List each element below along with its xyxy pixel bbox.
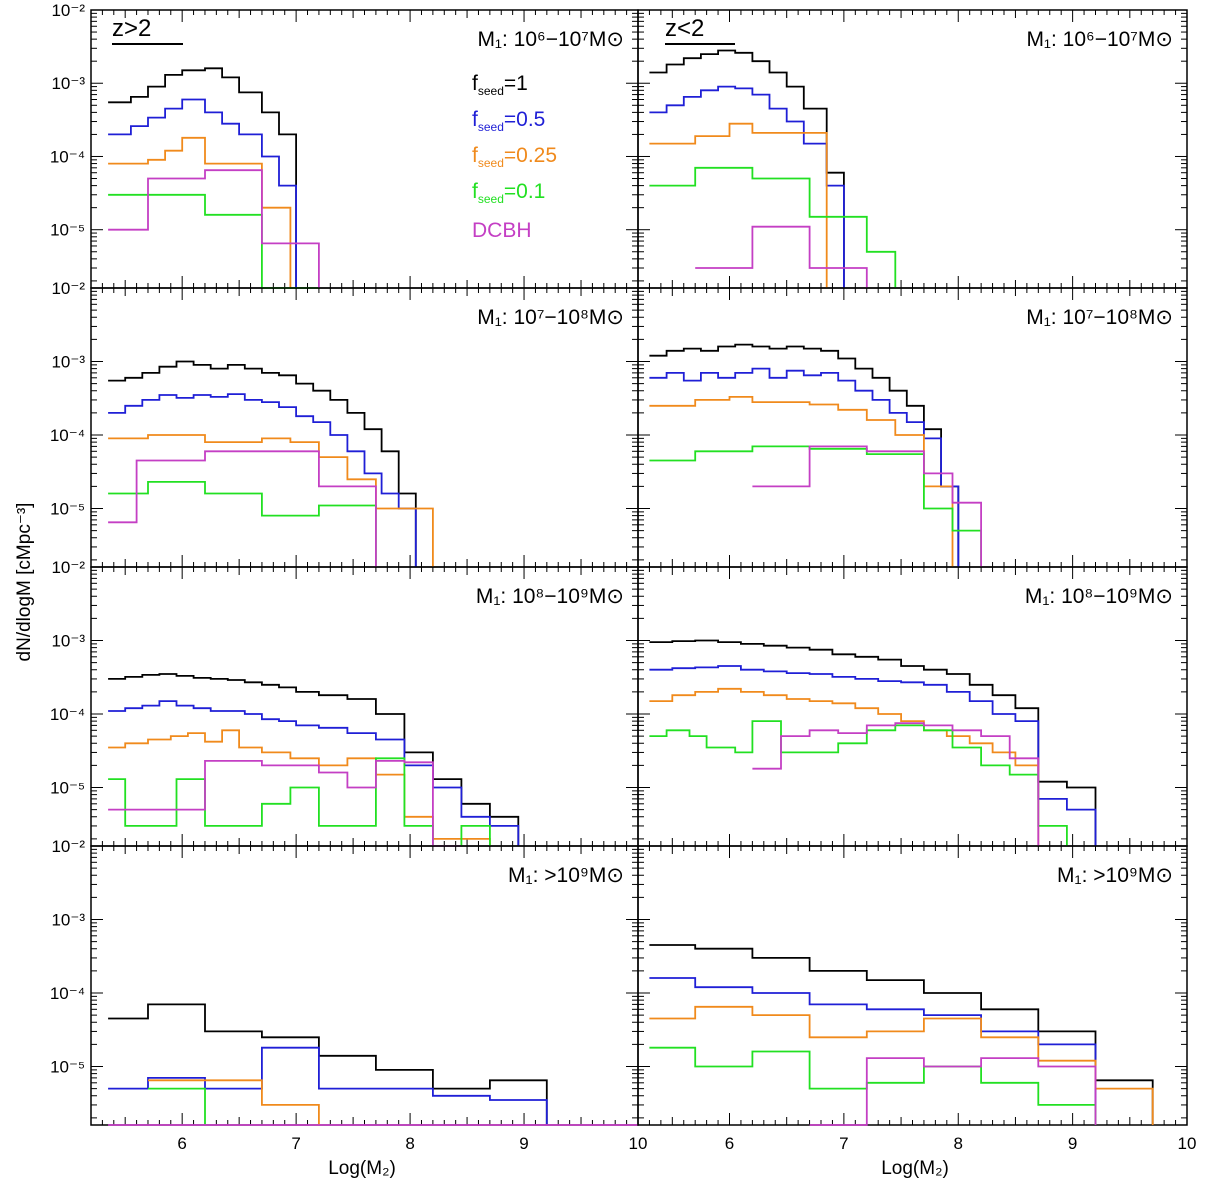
x-tick-label: 8 — [405, 1134, 414, 1153]
series-fseed-1 — [108, 360, 417, 567]
series-fseed-0-1 — [649, 445, 982, 567]
panel-4: M₁: 10⁷−10⁸M⊙ — [637, 287, 1188, 568]
panel-5: 10⁻² 10⁻³ 10⁻⁴ 10⁻⁵ M₁: 10⁸−10⁹M⊙ — [50, 558, 639, 847]
x-tick-label: 9 — [1068, 1134, 1077, 1153]
y-tick-label: 10⁻⁴ — [50, 426, 85, 445]
y-tick-label: 10⁻⁵ — [50, 500, 85, 519]
series-fseed-1 — [649, 944, 1154, 1125]
series-fseed-0-5 — [108, 98, 297, 288]
series-fseed-0-1 — [108, 193, 319, 289]
panel-title: M₁: >10⁹M⊙ — [1057, 864, 1173, 887]
legend-fseed-0.1: fseed=0.1 — [472, 180, 545, 206]
series-fseed-1 — [649, 49, 845, 288]
series-fseed-1 — [649, 639, 1097, 846]
legend-fseed-0.5: fseed=0.5 — [472, 108, 545, 134]
series-dcbh — [752, 722, 1040, 846]
series-fseed-1 — [108, 1003, 548, 1125]
y-tick-label: 10⁻² — [51, 279, 85, 298]
y-tick-label: 10⁻⁵ — [50, 1058, 85, 1077]
left-column-label: z>2 — [112, 15, 151, 42]
panel-3: 10⁻² 10⁻³ 10⁻⁴ 10⁻⁵ M₁: 10⁷−10⁸M⊙ — [50, 279, 639, 568]
series-fseed-1 — [649, 343, 960, 567]
series-dcbh — [108, 169, 320, 288]
series-fseed-0-5 — [649, 977, 1097, 1125]
panel-6: M₁: 10⁸−10⁹M⊙ — [637, 566, 1188, 847]
series-fseed-0-25 — [649, 396, 954, 567]
panel-frame — [637, 566, 1188, 847]
legend-fseed-0.25: fseed=0.25 — [472, 144, 557, 170]
y-tick-label: 10⁻⁵ — [50, 221, 85, 240]
panel-title: M₁: 10⁷−10⁸M⊙ — [477, 306, 624, 329]
legend-dcbh: DCBH — [472, 219, 532, 242]
series-dcbh — [752, 445, 982, 567]
series-dcbh — [108, 450, 377, 567]
series-fseed-0-1 — [108, 481, 377, 567]
panel-title: M₁: 10⁶−10⁷M⊙ — [1026, 28, 1173, 51]
series-fseed-0-1 — [148, 1087, 206, 1125]
y-tick-label: 10⁻³ — [51, 74, 85, 93]
series-fseed-0-25 — [649, 687, 1040, 846]
y-tick-label: 10⁻² — [51, 1, 85, 20]
right-column-label: z<2 — [665, 15, 704, 42]
x-tick-label: 10 — [1178, 1134, 1197, 1153]
panel-title: M₁: 10⁸−10⁹M⊙ — [1025, 585, 1173, 608]
panel-frame — [90, 845, 639, 1126]
series-fseed-0-1 — [649, 1046, 1097, 1125]
y-axis-label: dN/dlogM [cMpc⁻³] — [14, 503, 35, 662]
x-tick-label: 6 — [725, 1134, 734, 1153]
series-fseed-0-25 — [649, 122, 828, 288]
panel-frame — [90, 566, 639, 847]
panel-title: M₁: 10⁶−10⁷M⊙ — [477, 28, 624, 51]
panel-title: M₁: >10⁹M⊙ — [508, 864, 624, 887]
legend: fseed=1 fseed=0.5 fseed=0.25 fseed=0.1 D… — [472, 72, 557, 242]
x-tick-label: 7 — [839, 1134, 848, 1153]
y-tick-label: 10⁻⁴ — [50, 705, 85, 724]
y-tick-label: 10⁻² — [51, 837, 85, 856]
series-dcbh — [695, 225, 868, 288]
series-fseed-0-25 — [108, 434, 434, 567]
panel-frame — [637, 9, 1188, 289]
x-tick-label: 6 — [177, 1134, 186, 1153]
series-dcbh — [809, 1057, 1097, 1126]
panels-group: 10⁻² 10⁻³ 10⁻⁴ 10⁻⁵ M₁: 10⁶−10⁷M⊙ M₁: 10⁶−10⁷… — [50, 1, 1197, 1153]
series-dcbh — [108, 760, 462, 847]
series-fseed-1 — [108, 673, 520, 846]
y-tick-label: 10⁻⁴ — [50, 984, 85, 1003]
x-tick-label: 10 — [629, 1134, 648, 1153]
series-fseed-0-5 — [108, 1046, 548, 1125]
panel-2: M₁: 10⁶−10⁷M⊙ — [637, 9, 1188, 289]
series-fseed-0-5 — [108, 700, 520, 846]
series-fseed-0-5 — [649, 85, 845, 288]
legend-fseed-1: fseed=1 — [472, 72, 528, 98]
series-fseed-0-5 — [649, 665, 1097, 846]
x-axis-label-left: Log(M₂) — [328, 1158, 396, 1179]
panel-frame — [637, 287, 1188, 568]
y-tick-label: 10⁻² — [51, 558, 85, 577]
y-tick-label: 10⁻³ — [51, 353, 85, 372]
panel-7: 10⁻² 10⁻³ 10⁻⁴ 10⁻⁵ 6 7 8 9 10 M₁: >10⁹M⊙ — [50, 837, 648, 1153]
panel-title: M₁: 10⁸−10⁹M⊙ — [476, 585, 624, 608]
series-fseed-0-25 — [148, 1079, 320, 1125]
x-tick-label: 8 — [954, 1134, 963, 1153]
x-tick-label: 9 — [519, 1134, 528, 1153]
y-tick-label: 10⁻⁵ — [50, 779, 85, 798]
panel-title: M₁: 10⁷−10⁸M⊙ — [1026, 306, 1173, 329]
series-fseed-0-1 — [649, 720, 1068, 846]
series-fseed-0-5 — [108, 393, 417, 567]
y-tick-label: 10⁻⁴ — [50, 147, 85, 166]
series-fseed-0-1 — [649, 166, 897, 288]
y-tick-label: 10⁻³ — [51, 911, 85, 930]
y-tick-label: 10⁻³ — [51, 632, 85, 651]
series-fseed-0-25 — [108, 136, 292, 288]
x-axis-label-right: Log(M₂) — [881, 1158, 949, 1179]
panel-8: 6 7 8 9 10 M₁: >10⁹M⊙ — [637, 845, 1197, 1153]
series-fseed-0-25 — [649, 1005, 1154, 1125]
series-fseed-0-5 — [649, 367, 960, 567]
series-fseed-1 — [108, 67, 297, 288]
x-tick-label: 7 — [291, 1134, 300, 1153]
